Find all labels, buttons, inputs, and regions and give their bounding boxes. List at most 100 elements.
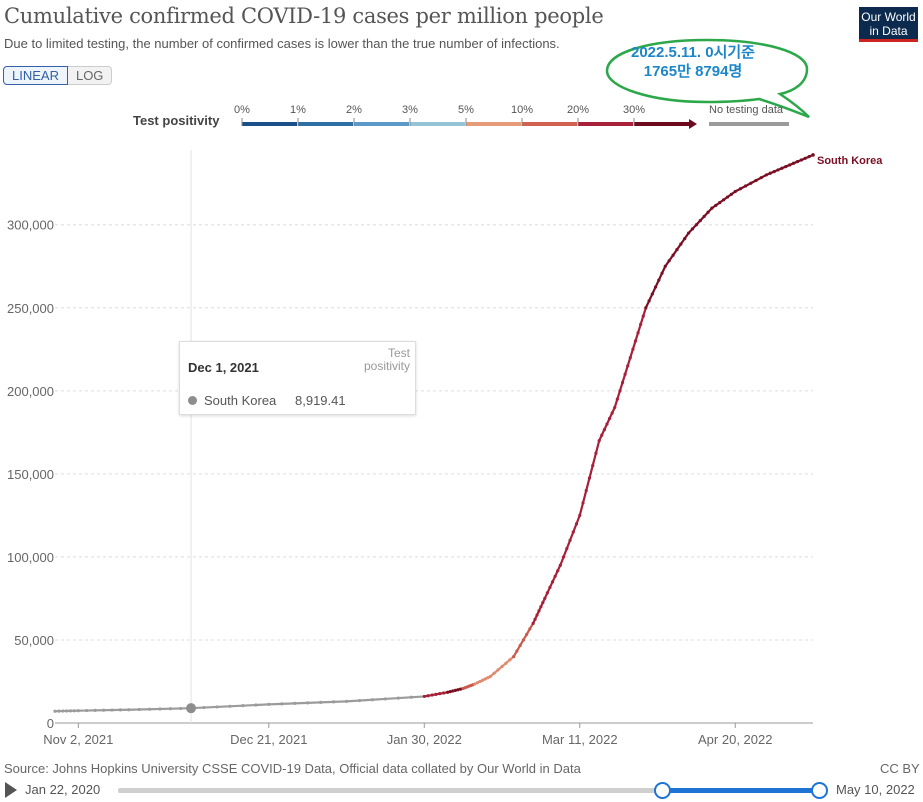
series-marker [496,668,500,672]
series-marker [202,705,206,710]
logo-line-1: Our World [861,10,916,24]
tooltip: Dec 1, 2021 Test positivity South Korea … [179,341,416,415]
license-link[interactable]: CC BY [880,761,920,776]
legend-color-segment-3 [410,122,465,126]
series-marker [539,605,543,609]
series-marker [738,187,743,191]
x-axis-ticks: Nov 2, 2021 Dec 21, 2021 Jan 30, 2022 Mar 1… [43,723,772,747]
series-marker [448,690,452,694]
legend-color-segment-1 [298,122,353,126]
series-marker [602,427,606,432]
chart-title: Cumulative confirmed COVID-19 cases per … [4,4,604,28]
timeline-end-handle[interactable] [811,782,828,799]
series-marker [280,702,284,706]
series-marker [807,155,811,159]
y-tick-label: 50,000 [14,633,54,648]
series-marker [683,236,687,241]
series-marker [594,451,598,455]
series-marker [587,476,592,480]
series-marker [65,709,69,713]
series-marker [158,707,162,711]
legend-color-bar [241,118,789,129]
series-marker [533,617,537,621]
series-marker [811,153,815,157]
series-marker [768,171,772,175]
series-marker [442,691,446,695]
series-marker [179,706,183,711]
tooltip-series-dot [188,396,197,405]
timeline-track[interactable] [118,788,820,793]
legend-stop-2: 2% [346,104,362,116]
series-marker [591,463,595,468]
series-marker [548,585,552,589]
x-tick-label: Apr 20, 2022 [698,732,772,747]
series-marker [306,701,310,705]
series-marker [456,688,460,692]
owid-logo[interactable]: Our World in Data [859,7,918,42]
timeline-end-date: May 10, 2022 [836,782,915,797]
series-marker [528,627,532,631]
series-marker [72,709,77,713]
series-marker [409,695,413,699]
legend-stop-1: 1% [290,104,306,116]
legend-color-segment-5 [522,122,577,126]
scale-toggle[interactable]: LINEAR LOG [3,66,113,85]
series-marker [687,231,691,235]
series-marker [535,613,539,617]
tooltip-column-header: Test positivity [363,346,410,373]
series-marker [475,681,480,685]
series-marker [772,169,776,174]
series-marker [581,501,585,505]
series-marker [504,661,508,665]
series-marker [483,677,487,681]
timeline-start-handle[interactable] [654,782,672,799]
series-marker [799,158,803,162]
callout-bubble [605,38,810,119]
series-marker [473,682,477,686]
log-scale-button[interactable]: LOG [67,66,113,85]
series-marker [605,422,609,426]
series-marker [127,708,131,712]
series-marker [578,513,582,517]
gridlines [55,224,813,724]
series-marker [754,178,758,183]
series-marker [628,356,632,360]
series-marker [53,709,57,713]
series-marker [636,331,640,335]
series-marker [525,632,529,637]
series-marker [663,264,667,268]
series-marker [679,242,683,246]
series-marker [721,198,726,202]
series-marker [584,488,588,493]
series-marker [650,292,654,296]
play-icon[interactable] [5,782,17,798]
series-marker [396,696,400,700]
series-marker [725,195,730,199]
legend-no-data-swatch [709,122,789,126]
source-note[interactable]: Source: Johns Hopkins University CSSE CO… [4,761,581,776]
series-marker [486,676,490,680]
legend-color-segment-7 [634,122,689,126]
series-marker [319,700,323,705]
series-marker [228,704,232,708]
linear-scale-button[interactable]: LINEAR [3,66,68,85]
x-tick-label: Dec 21, 2021 [230,732,307,747]
series-marker [61,709,65,713]
series-marker [118,708,123,712]
legend-color-segment-2 [354,122,409,126]
series-marker [500,664,504,669]
series-marker [568,538,572,542]
series-marker [803,156,807,160]
series-marker [515,649,519,653]
series-marker [618,389,622,393]
series-marker [565,547,569,551]
series-marker [512,654,516,659]
series-marker [488,674,492,679]
series-marker [438,692,442,696]
series-marker [776,168,780,172]
series-marker [531,621,535,625]
y-tick-label: 150,000 [7,467,54,482]
series-south-korea[interactable] [53,153,815,713]
series-marker [241,704,245,708]
series-end-label[interactable]: South Korea [817,155,883,167]
